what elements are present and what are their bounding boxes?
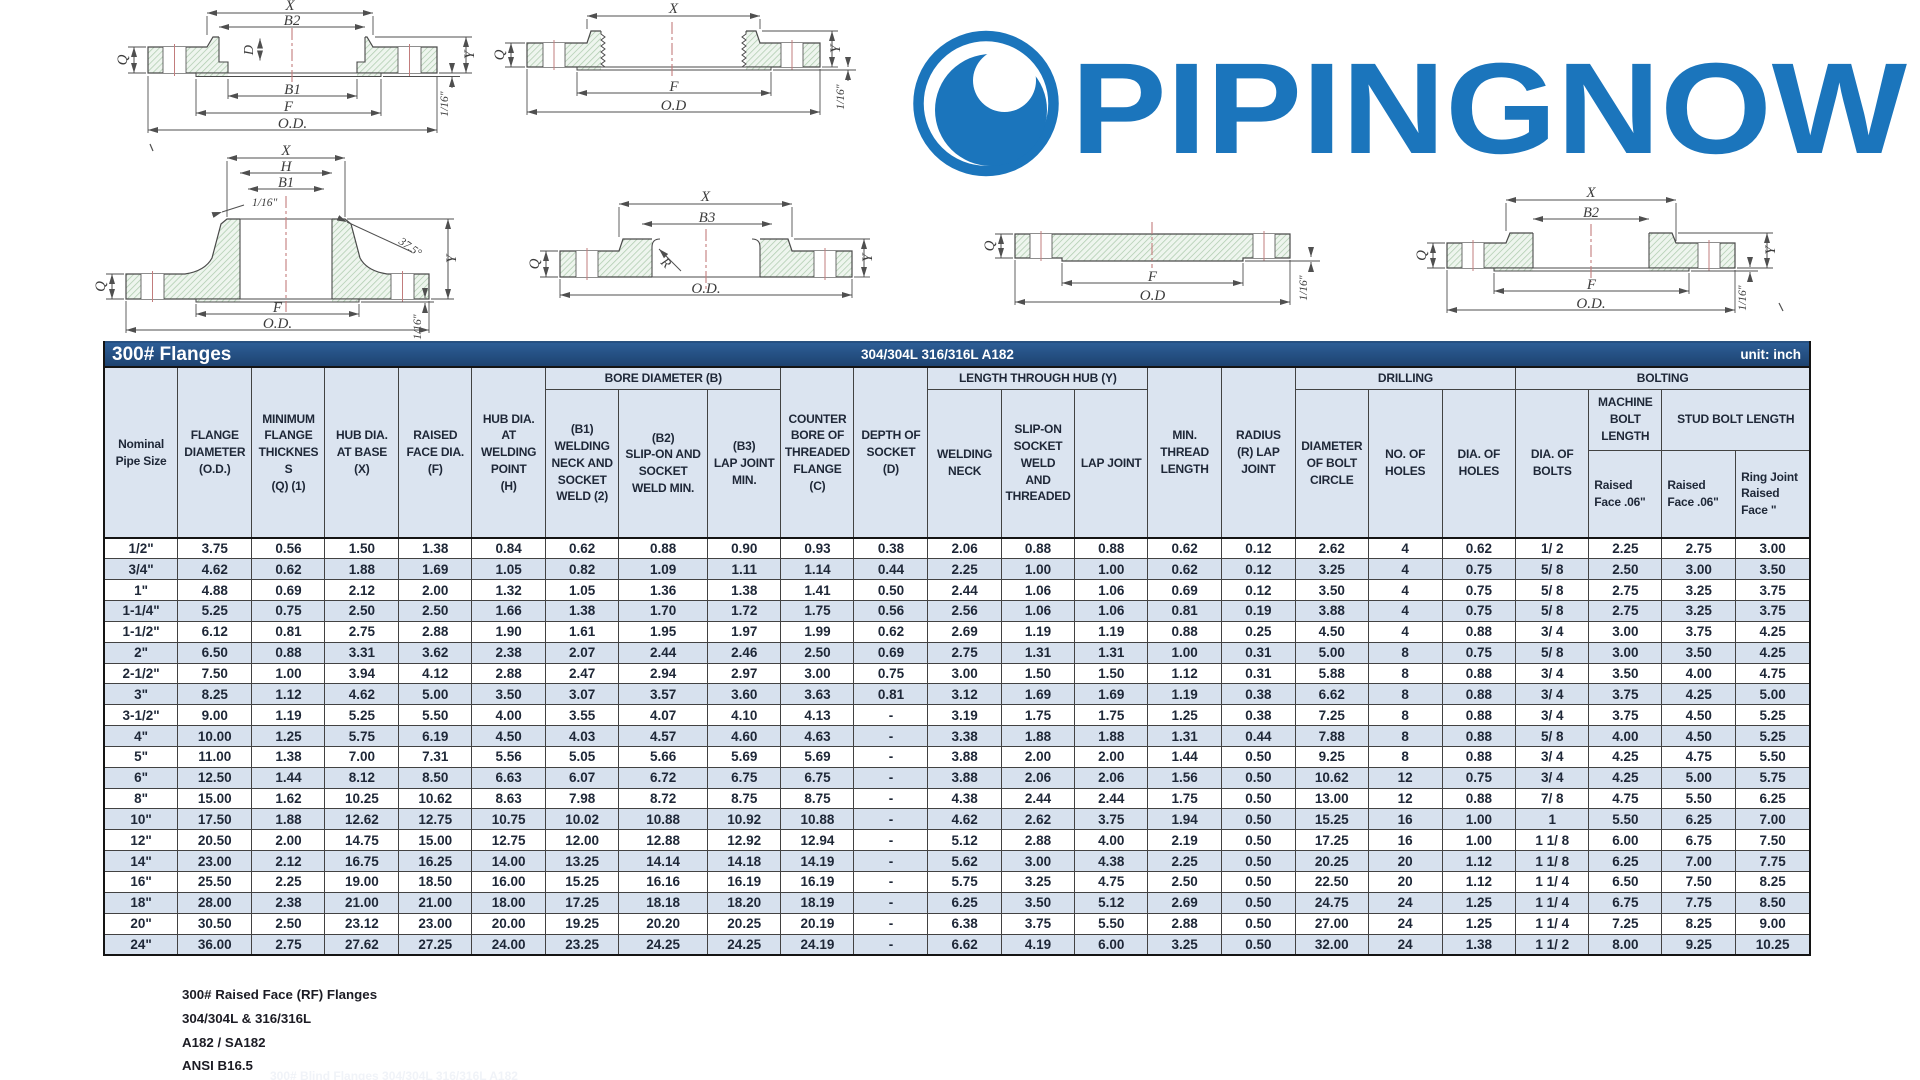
svg-text:1/16": 1/16" xyxy=(1737,285,1749,310)
svg-text:B2: B2 xyxy=(1583,205,1599,221)
svg-text:B1: B1 xyxy=(278,175,294,191)
svg-text:O.D.: O.D. xyxy=(278,116,307,132)
svg-text:F: F xyxy=(1147,269,1158,285)
svg-text:1/16": 1/16" xyxy=(412,314,424,339)
svg-text:B3: B3 xyxy=(699,210,716,226)
svg-text:Q: Q xyxy=(982,240,998,251)
svg-text:F: F xyxy=(272,300,283,316)
svg-text:O.D: O.D xyxy=(1140,288,1166,304)
svg-text:Y: Y xyxy=(860,252,876,262)
svg-text:H: H xyxy=(280,159,293,175)
svg-text:F: F xyxy=(1586,277,1597,293)
svg-text:O.D: O.D xyxy=(661,98,687,114)
svg-text:1/16": 1/16" xyxy=(835,84,847,109)
svg-text:Y: Y xyxy=(444,253,460,263)
svg-text:PIPINGNOW: PIPINGNOW xyxy=(1071,37,1908,181)
svg-text:D: D xyxy=(242,45,257,56)
svg-text:Q: Q xyxy=(527,258,543,269)
svg-text:37.5°: 37.5° xyxy=(395,235,423,260)
svg-text:1/16": 1/16" xyxy=(1298,275,1310,300)
svg-text:Q: Q xyxy=(1414,250,1430,261)
svg-text:O.D.: O.D. xyxy=(263,316,292,332)
svg-text:X: X xyxy=(668,1,679,17)
svg-text:X: X xyxy=(284,0,295,14)
svg-text:F: F xyxy=(668,79,679,95)
svg-text:Y: Y xyxy=(462,49,478,59)
svg-text:X: X xyxy=(700,189,711,205)
svg-text:X: X xyxy=(280,143,291,159)
svg-text:Q: Q xyxy=(115,54,131,65)
svg-text:Q: Q xyxy=(492,49,508,60)
svg-text:B2: B2 xyxy=(284,13,301,29)
svg-text:F: F xyxy=(283,99,294,115)
svg-text:Q: Q xyxy=(93,281,109,292)
svg-text:1/16": 1/16" xyxy=(439,91,451,116)
svg-text:O.D.: O.D. xyxy=(691,281,720,297)
svg-text:B1: B1 xyxy=(284,82,301,98)
svg-text:Y: Y xyxy=(828,43,844,53)
svg-text:Y: Y xyxy=(1763,245,1779,255)
svg-text:X: X xyxy=(1585,185,1596,201)
svg-text:O.D.: O.D. xyxy=(1576,296,1605,312)
svg-text:1/16": 1/16" xyxy=(252,197,277,209)
